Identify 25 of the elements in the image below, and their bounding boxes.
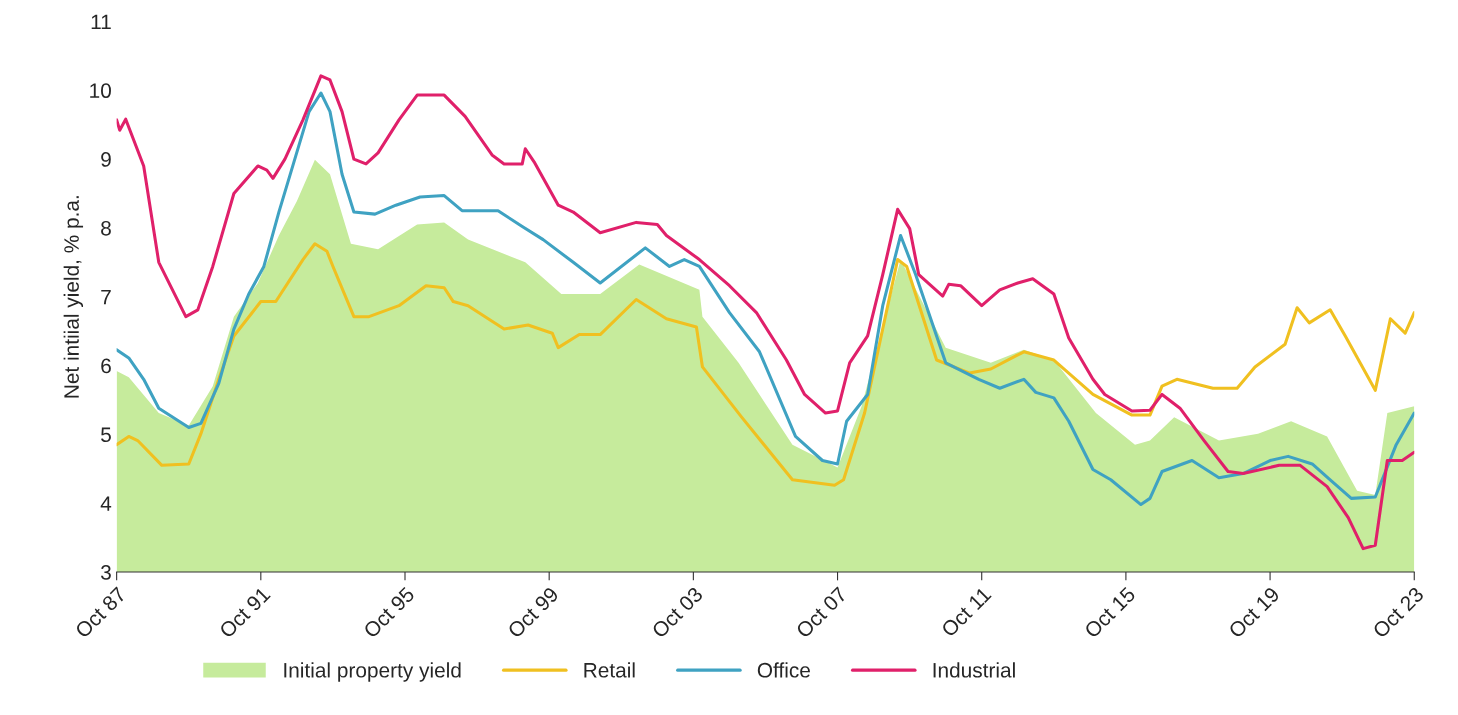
x-tick-label: Oct 03 [651,586,704,639]
y-tick-label: 7 [101,289,111,305]
x-tick-label: Oct 95 [362,586,416,639]
y-tick-label: 8 [101,220,111,236]
y-tick-label: 4 [100,496,112,511]
y-tick-label: 11 [91,14,111,29]
x-tick-label: Oct 99 [506,586,560,639]
legend-label: Industrial [933,662,1015,678]
x-tick-label: Oct 07 [795,586,848,639]
x-tick-label: Oct 11 [940,586,992,638]
x-tick-label: Oct 23 [1371,586,1425,639]
y-tick-label: 3 [100,565,111,580]
y-tick-label: 5 [101,427,111,443]
legend-label: Office [757,662,810,678]
x-tick-label: Oct 91 [218,586,271,639]
y-tick-label: 10 [90,83,111,99]
line-series [116,242,1415,487]
y-tick-label: 9 [101,152,111,167]
y-axis-title: Net intiial yield, % p.a. [63,196,84,398]
legend-label: Initial property yield [284,662,461,682]
legend-label: Retail [584,662,635,678]
x-tick-label: Oct 19 [1227,586,1281,639]
y-tick-label: 6 [101,358,111,374]
x-tick-label: Oct 15 [1083,586,1137,639]
x-tick-label: Oct 87 [74,586,127,639]
